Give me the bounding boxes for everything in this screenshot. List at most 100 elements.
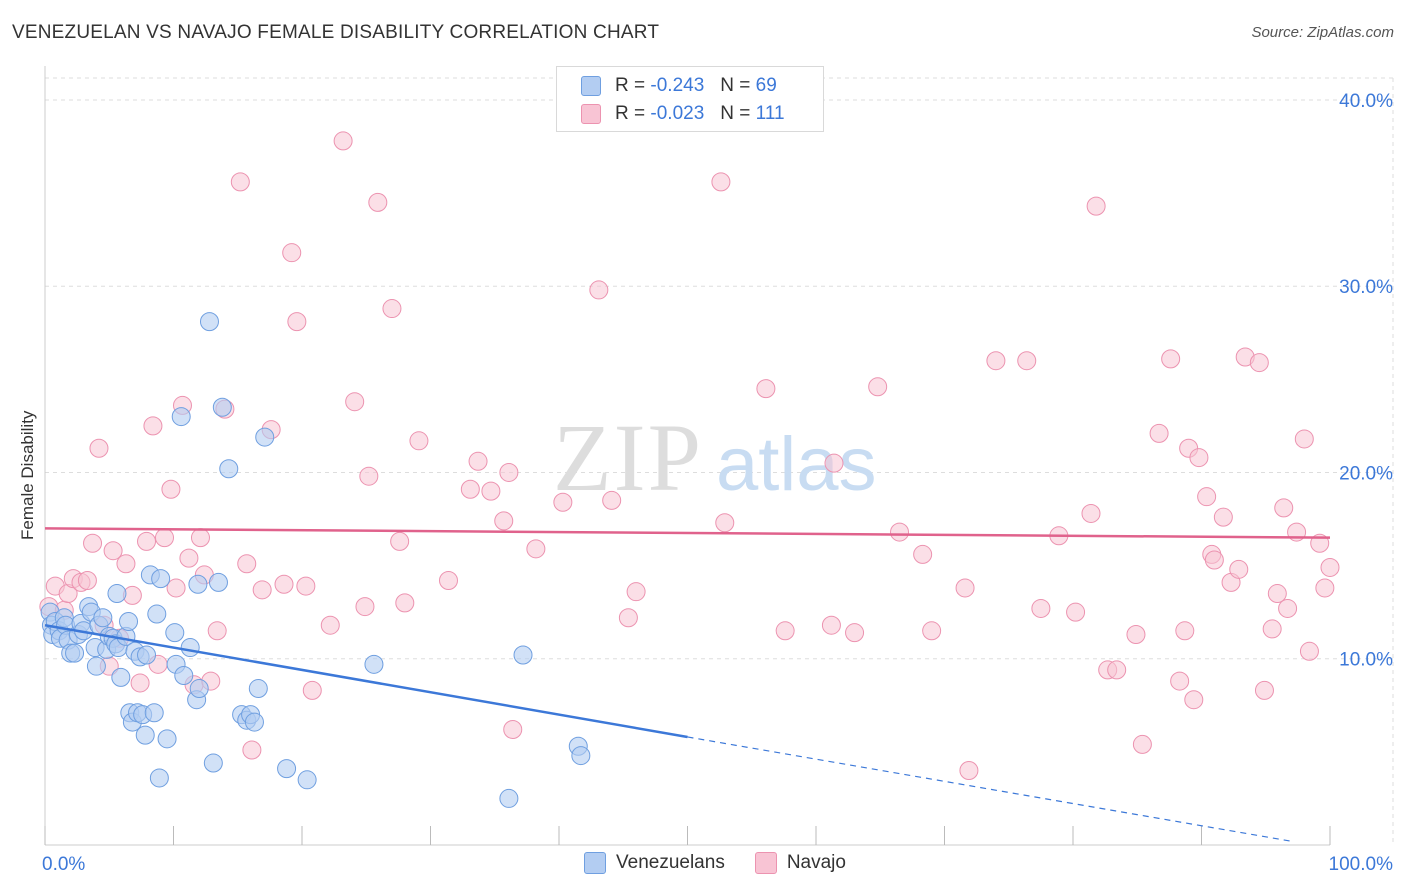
legend-row-navajo: R = -0.023 N = 111: [581, 102, 785, 126]
navajo-point: [1132, 734, 1152, 754]
navajo-point: [756, 379, 776, 399]
n-value: 111: [755, 103, 785, 124]
venezuelan-point: [171, 407, 191, 427]
legend-swatch-pink: [754, 852, 777, 874]
venezuelan-point: [364, 654, 384, 674]
venezuelan-point: [144, 703, 164, 723]
navajo-point: [296, 576, 316, 596]
navajo-point: [320, 615, 340, 635]
navajo-point: [207, 621, 227, 641]
navajo-point: [503, 720, 523, 740]
navajo-point: [103, 541, 123, 561]
venezuelan-point: [137, 645, 157, 665]
navajo-point: [494, 511, 514, 531]
navajo-point: [274, 574, 294, 594]
venezuelan-point: [199, 312, 219, 332]
navajo-point: [824, 453, 844, 473]
n-value: 69: [755, 75, 777, 96]
venezuelan-point: [135, 725, 155, 745]
venezuelan-point: [93, 608, 113, 628]
navajo-point: [359, 466, 379, 486]
venezuelan-point: [255, 427, 275, 447]
navajo-point: [553, 492, 573, 512]
venezuelan-point: [147, 604, 167, 624]
navajo-point: [1081, 503, 1101, 523]
navajo-points: [39, 131, 1340, 780]
navajo-point: [1299, 641, 1319, 661]
venezuelan-point: [208, 572, 228, 592]
navajo-point: [355, 597, 375, 617]
navajo-point: [481, 481, 501, 501]
y-tick-label: 30.0%: [1339, 277, 1393, 298]
navajo-point: [602, 490, 622, 510]
y-tick-label: 10.0%: [1339, 650, 1393, 671]
navajo-point: [237, 554, 257, 574]
source-label: Source: ZipAtlas.com: [1251, 24, 1394, 41]
navajo-point: [1086, 196, 1106, 216]
venezuelan-point: [244, 712, 264, 732]
r-label: R =: [615, 75, 646, 96]
navajo-point: [913, 544, 933, 564]
navajo-point: [821, 615, 841, 635]
legend-label: Navajo: [786, 852, 846, 873]
navajo-point: [166, 578, 186, 598]
navajo-point: [382, 299, 402, 319]
navajo-point: [1320, 557, 1340, 577]
venezuelan-point: [111, 667, 131, 687]
navajo-point: [589, 280, 609, 300]
navajo-point: [1249, 353, 1269, 373]
legend-item-venezuelans: Venezuelans: [584, 852, 725, 874]
watermark: ZIP atlas: [553, 404, 877, 511]
axes: [44, 66, 1331, 846]
chart-title: VENEZUELAN VS NAVAJO FEMALE DISABILITY C…: [12, 22, 660, 43]
navajo-point: [775, 621, 795, 641]
venezuelan-point: [165, 623, 185, 643]
navajo-point: [868, 377, 888, 397]
y-axis-label: Female Disability: [18, 410, 37, 540]
n-label: N =: [720, 103, 751, 124]
navajo-point: [1149, 423, 1169, 443]
navajo-point: [1017, 351, 1037, 371]
navajo-point: [1229, 559, 1249, 579]
legend-row-venezuelans: R = -0.243 N = 69: [581, 74, 777, 98]
navajo-point: [1315, 578, 1335, 598]
navajo-point: [282, 243, 302, 263]
navajo-point: [618, 608, 638, 628]
navajo-point: [1254, 680, 1274, 700]
navajo-point: [395, 593, 415, 613]
navajo-point: [460, 479, 480, 499]
venezuelan-trend-line: [44, 623, 688, 739]
navajo-point: [242, 740, 262, 760]
navajo-trend-line: [44, 527, 1331, 539]
r-value: -0.023: [650, 103, 705, 124]
navajo-point: [955, 578, 975, 598]
navajo-point: [1189, 448, 1209, 468]
venezuelan-point: [189, 679, 209, 699]
navajo-point: [1170, 671, 1190, 691]
x-tick-label: 0.0%: [42, 854, 85, 875]
correlation-legend: R = -0.243 N = 69 R = -0.023 N = 111: [556, 66, 824, 132]
navajo-point: [116, 554, 136, 574]
navajo-point: [1278, 598, 1298, 618]
navajo-point: [1274, 498, 1294, 518]
tick-labels: 10.0% 20.0% 30.0% 40.0% 0.0% 100.0%: [42, 91, 1393, 875]
legend-item-navajo: Navajo: [754, 852, 846, 874]
r-label: R =: [615, 103, 646, 124]
venezuelan-point: [188, 574, 208, 594]
navajo-point: [143, 416, 163, 436]
y-tick-label: 40.0%: [1339, 91, 1393, 112]
watermark-atlas: atlas: [716, 422, 877, 507]
navajo-point: [1262, 619, 1282, 639]
navajo-point: [845, 623, 865, 643]
series-legend: Venezuelans Navajo: [584, 852, 876, 874]
venezuelan-point: [65, 643, 85, 663]
navajo-point: [1267, 584, 1287, 604]
navajo-point: [1126, 625, 1146, 645]
navajo-point: [1175, 621, 1195, 641]
navajo-point: [890, 522, 910, 542]
trend-lines: [44, 527, 1331, 842]
venezuelan-point: [499, 788, 519, 808]
navajo-point: [1213, 507, 1233, 527]
navajo-point: [526, 539, 546, 559]
navajo-point: [626, 582, 646, 602]
